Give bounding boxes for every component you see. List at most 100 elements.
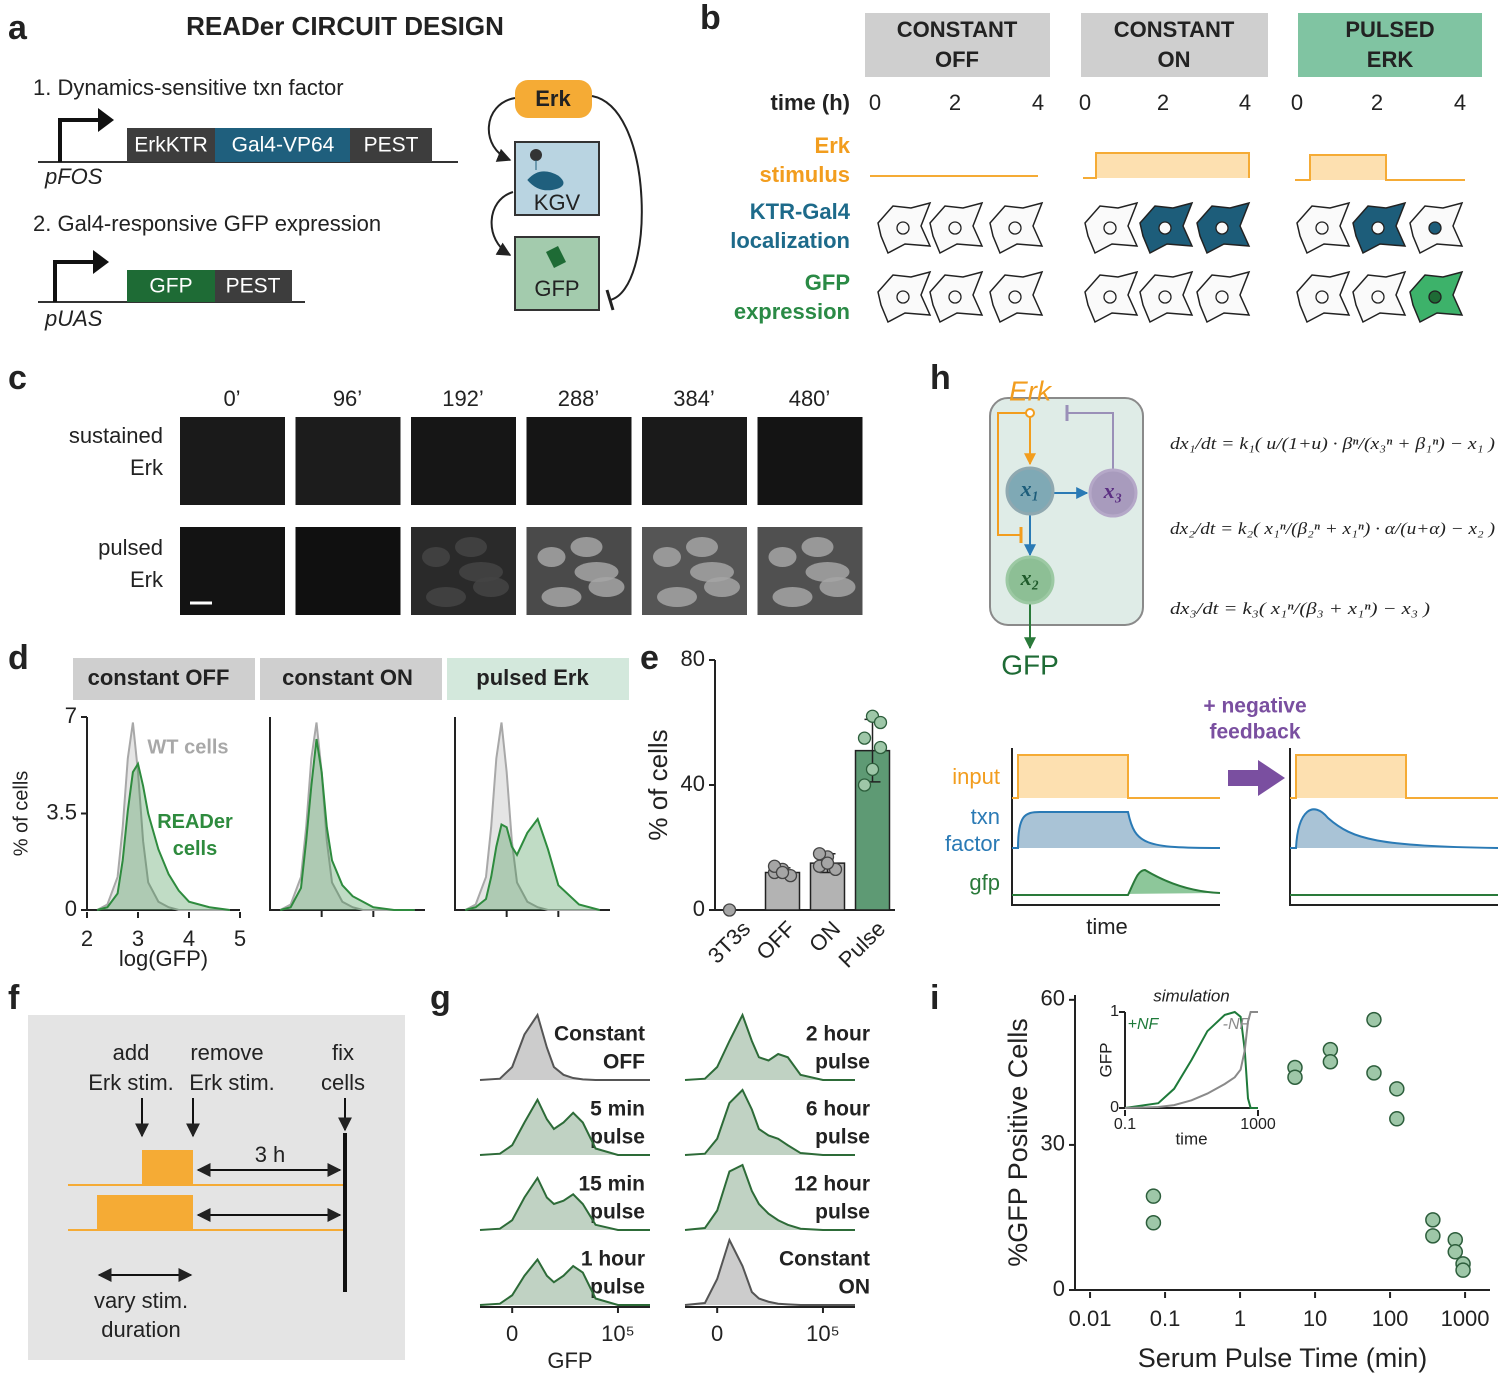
label: pUAS [44,306,103,331]
histogram-label: pulse [815,1201,870,1224]
x-axis-label: log(GFP) [119,946,208,971]
label: ErkKTR [134,134,208,157]
label: time (h) [771,90,850,115]
histogram-label: 1 hour [581,1248,645,1271]
point [1287,1069,1303,1085]
label: Erk [130,455,164,480]
nucleus [1315,290,1329,304]
point [873,740,888,755]
cell-image [422,547,450,567]
histogram-label: Constant [554,1023,645,1046]
y-tick-label: 80 [681,646,705,671]
header [260,658,442,700]
cell-image [653,547,681,567]
y-axis-label: GFP [1096,1043,1115,1078]
label: pulsed [98,535,163,560]
panel-f: f add Erk stim. remove Erk stim. fix cel… [8,979,405,1360]
cell-image [541,587,582,607]
header-text: ON [1158,47,1191,72]
point [1389,1111,1405,1127]
x-tick-label: 2 [81,926,93,951]
cell-image [805,562,850,582]
histogram-label: Constant [779,1248,870,1271]
point [1389,1081,1405,1097]
axis [1074,995,1490,1291]
label: feedback [1209,721,1300,744]
nucleus [1371,290,1385,304]
nucleus [1008,221,1022,235]
label: Erk [815,133,851,158]
panel-letter: f [8,979,20,1017]
point [820,856,835,870]
point [1425,1212,1441,1228]
panel-b: b CONSTANT OFF CONSTANT ON PULSED ERK ti… [700,0,1482,324]
time-tick: 0 [1291,90,1303,115]
panel-letter: a [8,9,28,47]
x-tick-label: 5 [234,926,246,951]
cell-image [537,547,566,567]
histogram [96,722,230,911]
y-tick-label: 1 [1110,1003,1119,1020]
icon [530,149,542,161]
histogram-label: ON [839,1276,871,1299]
label: + negative [1203,695,1306,718]
cell-image [459,562,503,582]
nucleus [896,221,910,235]
nucleus [1315,221,1329,235]
cell-image [574,562,619,582]
histogram [479,1257,650,1306]
inhibition [1068,412,1114,470]
cell-image [455,537,487,557]
stimulus [1295,154,1465,181]
x-tick-label: Pulse [834,916,891,973]
time-label: 96’ [333,386,362,411]
histogram [684,1237,855,1306]
node-label: x₁ [1020,476,1040,501]
chart-title: simulation [1153,986,1230,1005]
time-tick: 2 [1371,90,1383,115]
equation: dx₂/dt = k₂( x₁ⁿ/(β₂ⁿ + x₁ⁿ) · α/(u+α) −… [1170,519,1495,538]
label: 1. Dynamics-sensitive txn factor [33,75,344,100]
header [865,13,1050,77]
label: Erk [130,567,164,592]
panel-title: constant OFF [88,665,230,690]
header-text: PULSED [1345,17,1434,42]
micrograph [526,417,632,505]
node-label: x₂ [1020,565,1040,590]
histogram-label: pulse [590,1126,645,1149]
cell-image [768,547,797,567]
label: Erk stim. [189,1070,275,1095]
time-tick: 2 [1157,90,1169,115]
inhibition-bar [605,289,615,311]
nucleus [1158,221,1172,235]
cell-image [426,587,466,607]
nucleus [1103,290,1117,304]
nucleus [1008,290,1022,304]
time-tick: 2 [949,90,961,115]
x-tick-label: 10⁵ [601,1321,635,1346]
panel-title: pulsed Erk [476,665,589,690]
label: PEST [226,275,281,298]
title: READer CIRCUIT DESIGN [186,11,504,41]
gene-part [127,128,215,162]
nucleus [1428,290,1442,304]
series-label: READer cells [157,811,233,860]
label: GFP [805,270,850,295]
x-tick-label: 0.1 [1150,1306,1181,1331]
histogram [479,1012,650,1081]
icon [546,246,566,268]
micrograph [180,527,285,615]
time-tick: 4 [1454,90,1466,115]
histogram-label: pulse [590,1276,645,1299]
header-text: ERK [1367,47,1414,72]
nucleus [948,221,962,235]
panel-letter: h [930,359,951,397]
histogram-label: 2 hour [806,1023,870,1046]
x-axis-label: GFP [547,1348,592,1373]
axis [1289,748,1498,906]
series-label: WT cells [147,736,228,758]
gene-part [127,270,215,302]
label: stimulus [760,162,850,187]
inhibition [997,412,1026,536]
line [1124,1011,1258,1109]
